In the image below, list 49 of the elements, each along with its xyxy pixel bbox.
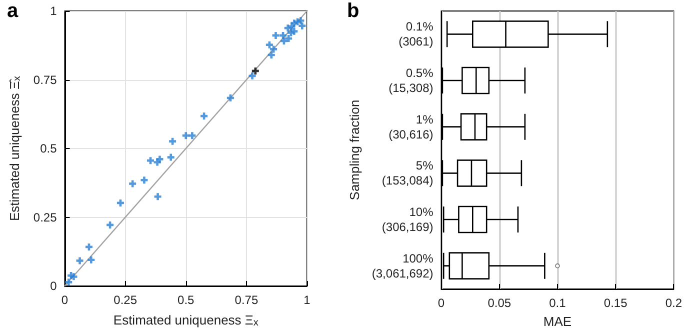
x-tick-label: 0.2 bbox=[665, 296, 682, 310]
x-tick-label: 0 bbox=[61, 293, 68, 307]
point bbox=[297, 17, 304, 24]
y-tick-label: 1% (30,616) bbox=[388, 112, 434, 142]
point bbox=[129, 180, 136, 188]
point bbox=[70, 273, 78, 280]
y-tick-label: 0 bbox=[50, 279, 58, 293]
chart-title: a bbox=[7, 0, 19, 22]
x-tick-label: 0.25 bbox=[114, 293, 138, 307]
y-tick-label: 10% (306,169) bbox=[382, 205, 434, 234]
point bbox=[272, 32, 280, 39]
point bbox=[270, 46, 278, 53]
x-axis-title: MAE bbox=[543, 314, 572, 329]
y-tick-label: 1 bbox=[50, 4, 58, 18]
point bbox=[76, 257, 84, 264]
point bbox=[147, 157, 154, 164]
y-tick-label: 5% (153,084) bbox=[382, 158, 434, 188]
y-tick-label: 0.1% (3061) bbox=[398, 20, 434, 49]
x-tick-label: 0 bbox=[438, 296, 445, 310]
point bbox=[182, 132, 190, 140]
point bbox=[226, 94, 234, 102]
y-tick-label: 0.75 bbox=[33, 72, 58, 87]
point bbox=[266, 41, 273, 48]
x-tick-label: 0.5 bbox=[178, 293, 195, 307]
x-tick-label: 0.15 bbox=[604, 296, 628, 310]
point bbox=[252, 67, 259, 74]
point bbox=[167, 154, 174, 161]
y-tick-label: 0.25 bbox=[33, 210, 58, 224]
point bbox=[65, 278, 72, 286]
point bbox=[298, 22, 306, 30]
chart-title: b bbox=[347, 0, 360, 22]
x-tick-label: 0.05 bbox=[488, 296, 512, 310]
point bbox=[88, 256, 95, 264]
point bbox=[169, 138, 176, 145]
y-tick-label: 0.5% (15,308) bbox=[388, 66, 434, 95]
point bbox=[248, 72, 256, 80]
y-tick-label: 100% (3,061,692) bbox=[372, 251, 434, 280]
x-tick-label: 0.75 bbox=[234, 293, 258, 307]
point bbox=[140, 176, 148, 184]
y-axis-title: Sampling fraction bbox=[347, 100, 362, 200]
x-tick-label: 0.1 bbox=[549, 296, 566, 310]
point bbox=[188, 132, 196, 140]
point bbox=[268, 52, 275, 58]
point bbox=[290, 28, 298, 35]
y-tick-label: 0.5 bbox=[40, 142, 58, 156]
point bbox=[285, 35, 292, 42]
point bbox=[154, 193, 162, 200]
x-tick-label: 1 bbox=[304, 293, 311, 307]
point bbox=[156, 156, 164, 163]
